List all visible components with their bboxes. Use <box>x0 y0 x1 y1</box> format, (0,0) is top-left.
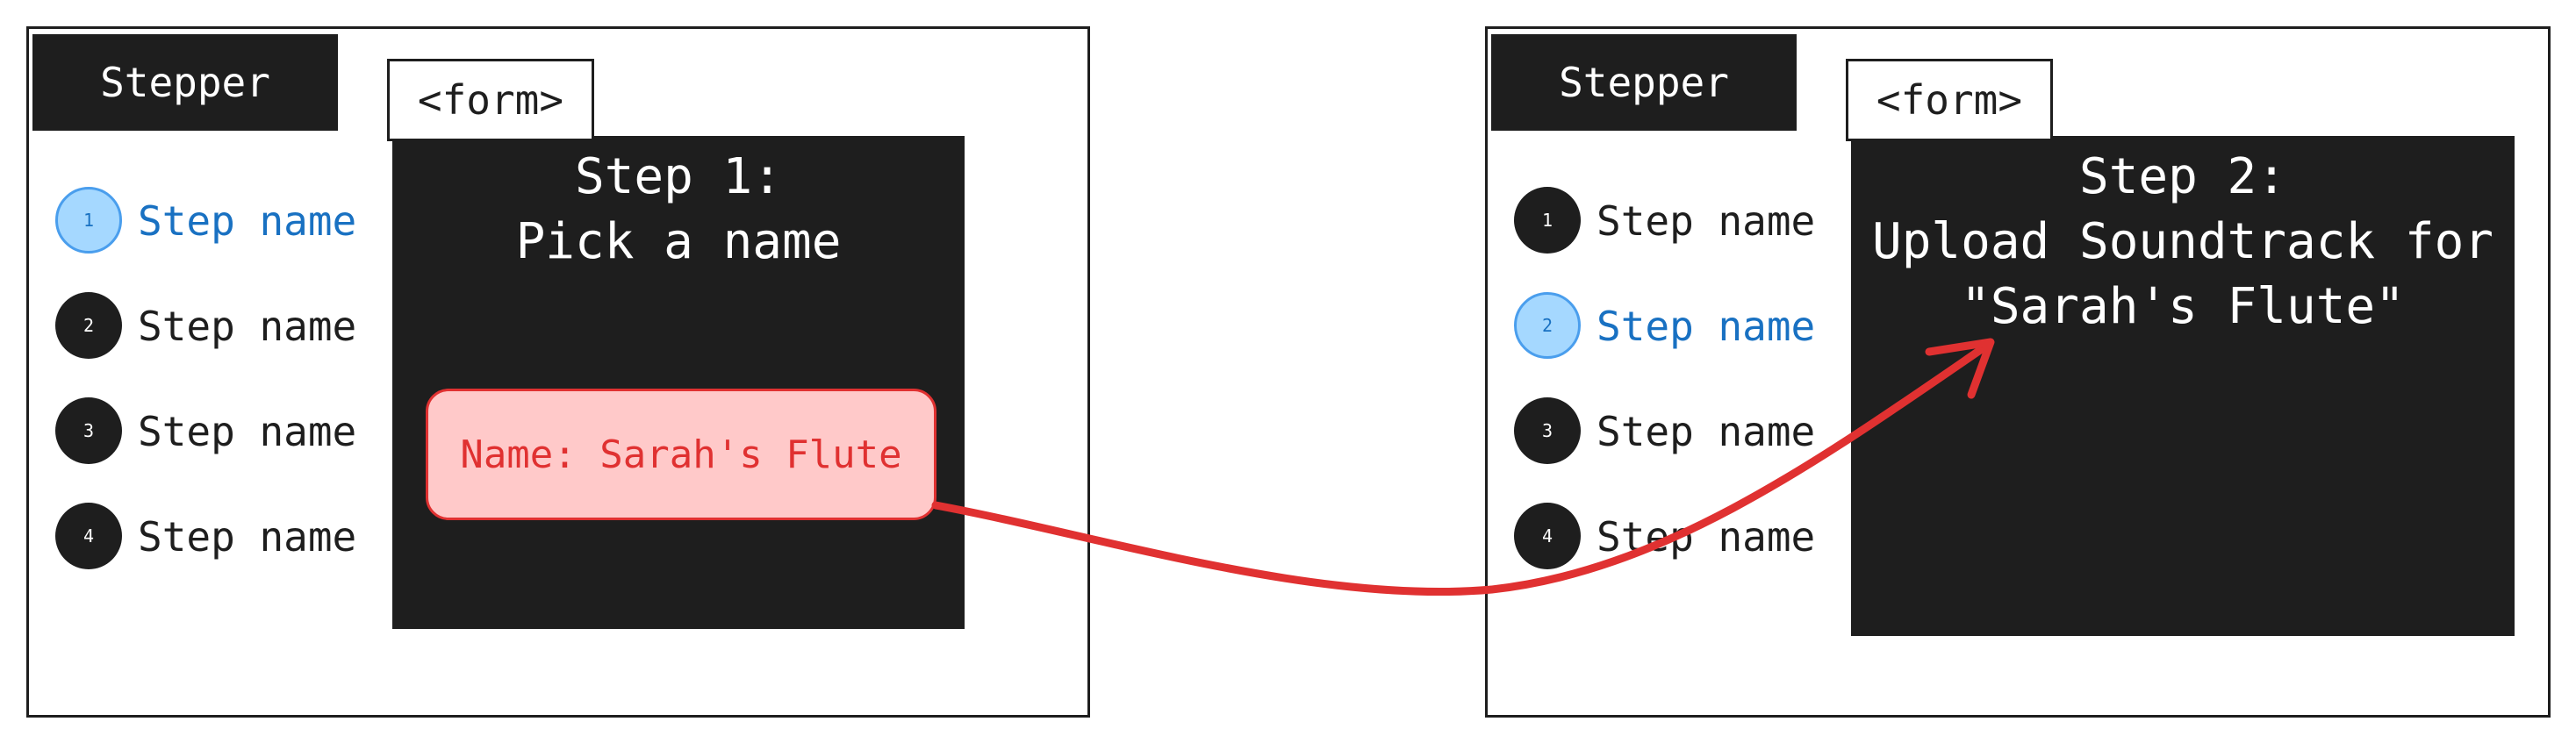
step-number-badge: 1 <box>1514 187 1581 254</box>
arrowhead-icon <box>1925 338 1995 399</box>
form-content: Step 2: Upload Soundtrack for "Sarah's F… <box>1851 136 2515 636</box>
step-label: Step name <box>138 303 357 350</box>
form-title-line: Upload Soundtrack for <box>1871 213 2493 270</box>
stepper-header: Stepper <box>1491 34 1797 131</box>
form-title-line: Step 2: <box>2078 148 2286 205</box>
arrow-path <box>931 340 1992 597</box>
stepper-panel-step-1: Stepper 1 Step name 2 Step name 3 Step n… <box>26 26 1090 718</box>
form-title-line: "Sarah's Flute" <box>1961 278 2405 335</box>
step-number-badge: 1 <box>55 187 122 254</box>
step-item-3[interactable]: 3 Step name <box>55 397 357 468</box>
name-field-value[interactable]: Name: Sarah's Flute <box>426 389 936 520</box>
stepper-panel-step-2: Stepper 1 Step name 2 Step name 3 Step n… <box>1485 26 2551 718</box>
step-item-1[interactable]: 1 Step name <box>55 187 357 257</box>
step-item-2[interactable]: 2 Step name <box>1514 292 1816 362</box>
step-label: Step name <box>138 408 357 455</box>
step-label: Step name <box>1597 197 1816 245</box>
step-number-badge: 3 <box>1514 397 1581 464</box>
step-number-badge: 2 <box>55 292 122 359</box>
step-number-badge: 3 <box>55 397 122 464</box>
form-title: Step 1: Pick a name <box>392 145 965 275</box>
step-label: Step name <box>138 513 357 561</box>
form-title-line: Pick a name <box>515 213 842 270</box>
form-content: Step 1: Pick a name <box>392 136 965 629</box>
step-label: Step name <box>1597 303 1816 350</box>
step-item-3[interactable]: 3 Step name <box>1514 397 1816 468</box>
stepper-header: Stepper <box>32 34 338 131</box>
step-label: Step name <box>1597 408 1816 455</box>
step-item-4[interactable]: 4 Step name <box>55 503 357 573</box>
step-label: Step name <box>138 197 357 245</box>
step-item-1[interactable]: 1 Step name <box>1514 187 1816 257</box>
step-item-2[interactable]: 2 Step name <box>55 292 357 362</box>
form-tab-label: <form> <box>1846 59 2053 141</box>
step-number-badge: 4 <box>55 503 122 569</box>
form-title-line: Step 1: <box>574 148 782 205</box>
form-tab-label: <form> <box>387 59 594 141</box>
form-title: Step 2: Upload Soundtrack for "Sarah's F… <box>1851 145 2515 339</box>
step-number-badge: 2 <box>1514 292 1581 359</box>
step-number-badge: 4 <box>1514 503 1581 569</box>
